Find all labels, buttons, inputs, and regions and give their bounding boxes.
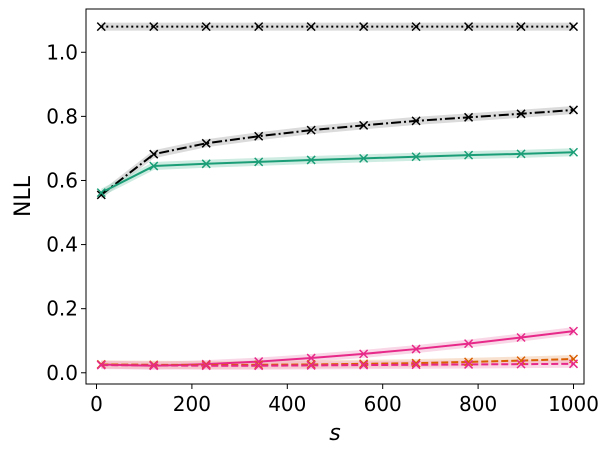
- series-0-point: [359, 22, 369, 32]
- x-tick-label: 800: [459, 392, 497, 416]
- series-3-point: [464, 339, 474, 349]
- series-1-point: [464, 112, 474, 122]
- series-5-point: [306, 360, 316, 370]
- series-1-point: [254, 131, 264, 141]
- series-0-point: [254, 22, 264, 32]
- series-5-point: [201, 361, 211, 371]
- series-5-point: [96, 360, 106, 370]
- x-tick-label: 200: [173, 392, 211, 416]
- series-3-point: [568, 326, 579, 336]
- plot-frame: [85, 8, 585, 385]
- series-2-point: [516, 149, 526, 159]
- series-2-line: [100, 151, 574, 194]
- series-0-point: [464, 22, 474, 32]
- series-1-point: [359, 120, 369, 130]
- series-5-point: [568, 359, 579, 369]
- x-tick-label: 1000: [548, 392, 599, 416]
- x-axis-ticks: 0 200 400 600 800 1000: [90, 384, 599, 416]
- x-axis-label: s: [329, 421, 340, 446]
- series-1-point: [568, 105, 579, 115]
- series-4-point: [359, 359, 369, 369]
- series-2-point: [201, 159, 211, 169]
- series-5-point: [254, 361, 264, 371]
- series-0-point: [411, 22, 421, 32]
- series-2-point: [568, 147, 579, 157]
- series-2-point: [96, 188, 106, 198]
- series-lines: [100, 25, 574, 367]
- series-2-point: [149, 161, 159, 171]
- y-axis-label: NLL: [11, 175, 36, 217]
- series-3-point: [516, 332, 526, 343]
- series-3-point: [359, 349, 369, 359]
- series-0-point: [96, 22, 106, 32]
- series-5-line: [101, 362, 574, 367]
- y-tick-label: 0.6: [46, 168, 78, 192]
- series-4-line: [101, 358, 574, 367]
- series-4-point: [464, 357, 474, 367]
- x-tick-label: 600: [364, 392, 402, 416]
- y-tick-label: 1.0: [46, 40, 78, 64]
- series-0-point: [516, 22, 526, 32]
- series-2-point: [359, 153, 369, 163]
- series-3-point: [306, 353, 316, 363]
- series-1-line: [100, 108, 574, 196]
- series-4-point: [516, 356, 526, 366]
- series-1-point: [411, 116, 421, 126]
- series-3-point: [254, 357, 264, 367]
- series-1-point: [516, 109, 526, 119]
- series-markers: [96, 22, 579, 371]
- series-0-point: [149, 22, 159, 32]
- series-1-point: [306, 125, 316, 135]
- series-1-point: [96, 190, 106, 200]
- series-1-point: [149, 149, 159, 159]
- series-3-line: [101, 330, 574, 367]
- y-tick-label: 0.2: [46, 297, 78, 321]
- series-2-band: [101, 148, 574, 197]
- series-1-band: [101, 105, 574, 199]
- series-5-point: [464, 359, 474, 369]
- series-3-point: [411, 344, 421, 354]
- series-0-point: [201, 22, 211, 32]
- series-0-point: [568, 22, 579, 32]
- y-axis-ticks: 0.0 0.2 0.4 0.6 0.8 1.0: [46, 40, 86, 385]
- x-tick-label: 400: [268, 392, 306, 416]
- series-4-point: [411, 358, 421, 368]
- y-tick-label: 0.0: [46, 361, 78, 385]
- series-5-point: [359, 360, 369, 370]
- series-0-point: [306, 22, 316, 32]
- series-5-point: [411, 360, 421, 370]
- series-2-point: [464, 150, 474, 160]
- series-5-point: [516, 359, 526, 369]
- series-1-point: [201, 138, 211, 148]
- y-tick-label: 0.8: [46, 104, 78, 128]
- y-tick-label: 0.4: [46, 233, 78, 257]
- series-5-point: [149, 360, 159, 370]
- x-tick-label: 0: [90, 392, 103, 416]
- confidence-bands: [101, 22, 574, 370]
- series-2-point: [306, 155, 316, 165]
- series-2-point: [254, 157, 264, 167]
- series-2-point: [411, 152, 421, 162]
